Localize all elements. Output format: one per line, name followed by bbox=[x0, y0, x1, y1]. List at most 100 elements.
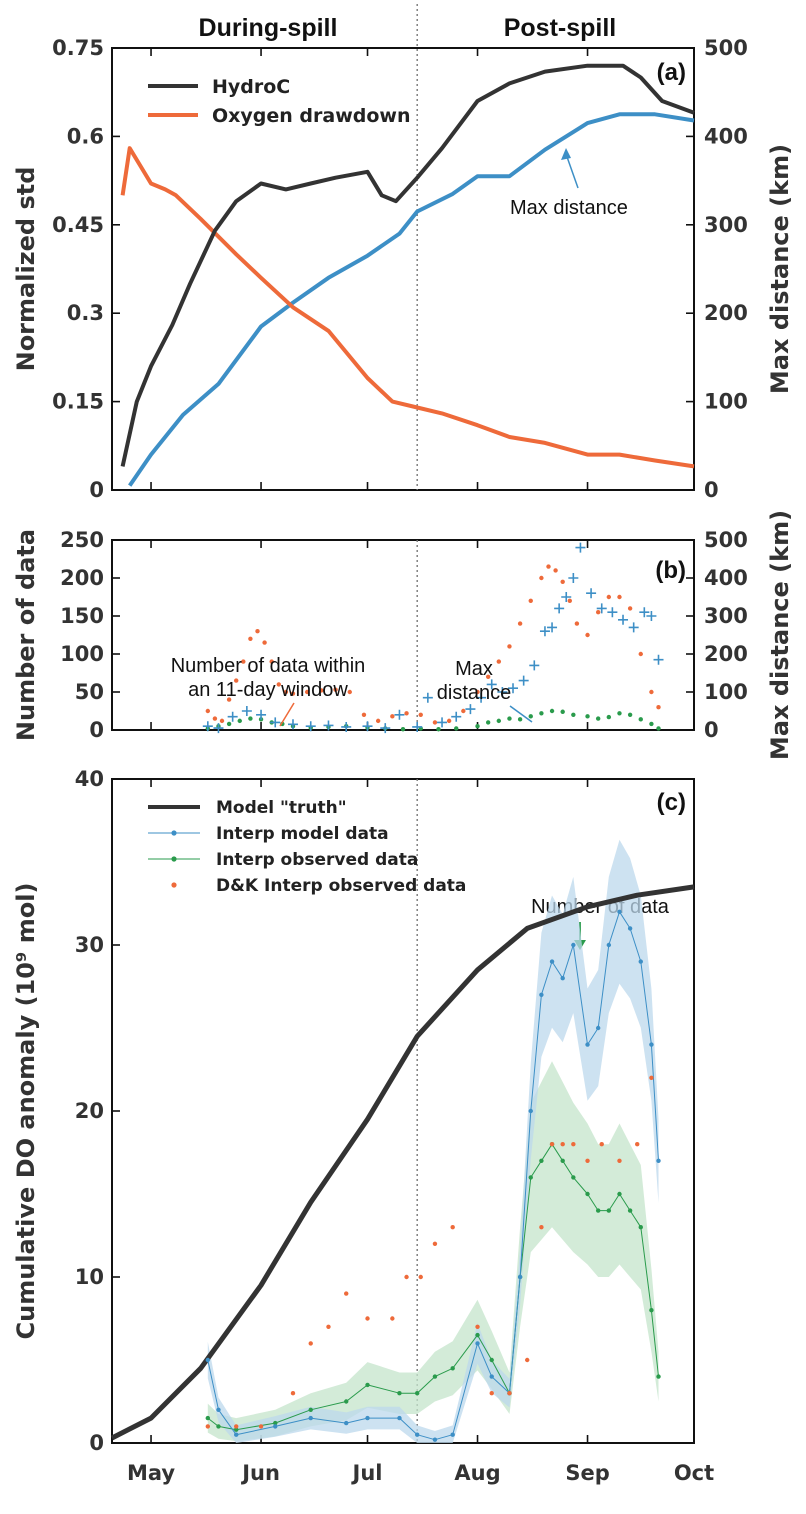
c-interp-observed-point bbox=[539, 1158, 544, 1164]
b-window-count-point bbox=[248, 636, 253, 641]
c-interp-observed-point bbox=[432, 1374, 438, 1379]
c-ylabel: Cumulative DO anomaly (10⁹ mol) bbox=[12, 883, 40, 1340]
b-window-count-point bbox=[262, 640, 267, 645]
a-legend-oxygen: Oxygen drawdown bbox=[212, 105, 411, 127]
b-window-count-point bbox=[347, 689, 352, 695]
b-window-count-point bbox=[539, 575, 544, 581]
chart-layers: 00.150.30.450.60.750100200300400500Norma… bbox=[12, 4, 794, 1485]
y-tick-label: 50 bbox=[75, 680, 104, 704]
c-interp-observed-band bbox=[207, 1061, 659, 1442]
b-window-count-point bbox=[546, 564, 551, 569]
b-window-count-point bbox=[304, 689, 310, 695]
c-interp-model-point bbox=[344, 1420, 349, 1426]
b-window-count-point bbox=[649, 689, 654, 695]
b-window-count-point bbox=[528, 598, 533, 603]
x-tick-label: Sep bbox=[565, 1461, 609, 1485]
b-window-count-point bbox=[507, 644, 512, 649]
b-max-distance-marker bbox=[437, 717, 448, 728]
b-data-count-point bbox=[617, 711, 622, 716]
c-interp-model-point bbox=[571, 942, 576, 948]
y-tick-label: 40 bbox=[75, 767, 104, 791]
c-interp-observed-point bbox=[365, 1382, 370, 1388]
c-interp-model-point bbox=[308, 1415, 313, 1421]
b-window-count-point bbox=[475, 689, 480, 695]
x-tick-label: Oct bbox=[674, 1461, 714, 1485]
b-max-distance-marker bbox=[607, 607, 618, 618]
c-dk-interp-point bbox=[571, 1142, 576, 1147]
b-window-count-point bbox=[446, 718, 452, 724]
c-interp-observed-point bbox=[234, 1427, 239, 1432]
header-post-spill: Post-spill bbox=[504, 14, 617, 42]
c-interp-observed-point bbox=[638, 1225, 643, 1230]
c-legend-entry: Interp model data bbox=[216, 824, 389, 844]
b-max-distance-marker bbox=[518, 675, 529, 686]
y2-tick-label: 500 bbox=[704, 528, 748, 552]
b-window-count-point bbox=[617, 594, 622, 600]
c-dk-interp-point bbox=[507, 1391, 512, 1396]
b-annotation-window-line1: Number of data within bbox=[171, 655, 366, 677]
b-data-count-point bbox=[606, 714, 612, 720]
c-interp-model-point bbox=[585, 1042, 590, 1047]
b-window-count-point bbox=[585, 632, 590, 638]
c-interp-model-point bbox=[414, 1432, 420, 1437]
b-data-count-point bbox=[656, 726, 661, 731]
header-during-spill: During-spill bbox=[199, 14, 338, 42]
b-max-distance-marker bbox=[497, 687, 508, 697]
b-annotation-maxdist-arrow bbox=[509, 705, 533, 723]
b-max-distance-marker bbox=[508, 683, 519, 694]
b-window-count-point bbox=[276, 682, 281, 687]
b-data-count-point bbox=[237, 718, 242, 724]
c-interp-observed-point bbox=[489, 1357, 494, 1363]
y2-tick-label: 100 bbox=[704, 390, 748, 414]
c-interp-observed-point bbox=[414, 1391, 420, 1396]
b-max-distance-marker bbox=[256, 709, 267, 720]
c-dk-interp-point bbox=[404, 1274, 409, 1280]
c-legend-swatch-dot bbox=[171, 856, 177, 862]
c-dk-interp-point bbox=[234, 1424, 239, 1429]
y-tick-label: 0.15 bbox=[52, 390, 104, 414]
c-interp-model-point bbox=[549, 959, 555, 964]
c-legend-entry: Model "truth" bbox=[216, 798, 347, 818]
y2-tick-label: 400 bbox=[704, 566, 748, 590]
b-data-count-point bbox=[226, 721, 232, 727]
c-interp-model-point bbox=[450, 1432, 455, 1437]
b-window-count-point bbox=[241, 659, 246, 664]
c-interp-observed-point bbox=[344, 1399, 349, 1404]
c-model-truth-line bbox=[110, 884, 695, 1441]
a-legend-hydroc: HydroC bbox=[212, 76, 290, 98]
c-dk-interp-point bbox=[432, 1241, 438, 1247]
y-tick-label: 30 bbox=[75, 933, 104, 957]
b-panel-tag: (b) bbox=[655, 557, 686, 584]
c-dk-interp-point bbox=[365, 1316, 370, 1321]
b-window-count-point bbox=[595, 610, 601, 615]
x-tick-label: Aug bbox=[454, 1461, 500, 1485]
b-window-count-point bbox=[553, 568, 558, 573]
b-window-count-point bbox=[255, 629, 260, 634]
b-window-count-point bbox=[656, 705, 661, 710]
c-interp-observed-point bbox=[205, 1415, 211, 1421]
b-max-distance-marker bbox=[380, 723, 391, 734]
a-series-hydroc-line bbox=[120, 63, 695, 467]
c-interp-model-point bbox=[216, 1407, 221, 1413]
b-data-count-point bbox=[539, 711, 544, 716]
c-interp-model-point bbox=[397, 1415, 402, 1421]
c-dk-interp-point bbox=[475, 1324, 480, 1330]
c-interp-model-point bbox=[432, 1437, 438, 1442]
x-tick-label: Jul bbox=[351, 1461, 383, 1485]
b-max-distance-marker bbox=[486, 679, 497, 690]
c-interp-model-point bbox=[205, 1357, 211, 1363]
y-tick-label: 150 bbox=[60, 604, 104, 628]
c-interp-observed-point bbox=[273, 1420, 278, 1426]
y2-tick-label: 200 bbox=[704, 642, 748, 666]
b-max-distance-marker bbox=[575, 542, 586, 553]
c-interp-observed-point bbox=[475, 1332, 480, 1338]
y-tick-label: 0 bbox=[89, 718, 104, 742]
c-interp-observed-point bbox=[649, 1308, 654, 1313]
panel-0-frame bbox=[111, 47, 695, 491]
c-dk-interp-point bbox=[450, 1225, 455, 1230]
y-tick-label: 20 bbox=[75, 1099, 104, 1123]
b-max-distance-marker bbox=[213, 723, 224, 734]
c-dk-interp-point bbox=[617, 1158, 622, 1164]
b-window-count-point bbox=[226, 697, 232, 702]
b-window-count-point bbox=[375, 718, 381, 724]
